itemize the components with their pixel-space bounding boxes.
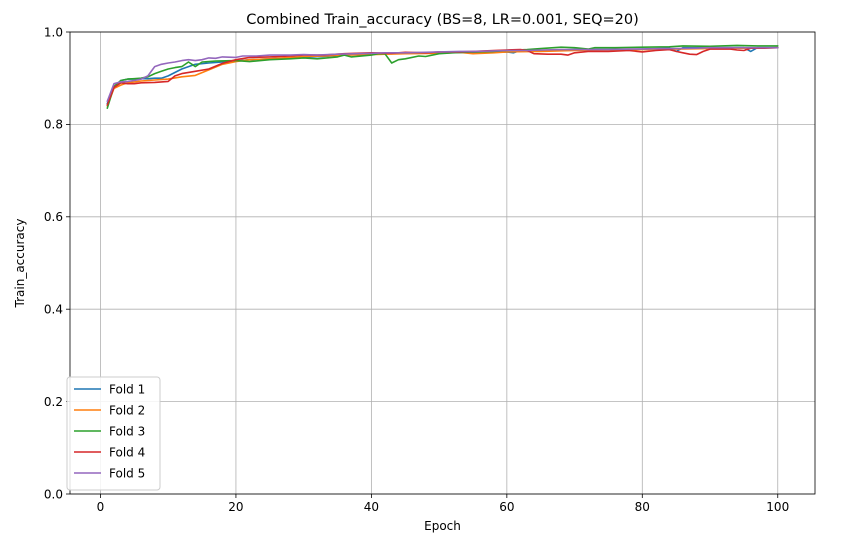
y-tick-label: 0.8 [44,118,63,132]
legend-label: Fold 3 [109,424,145,438]
x-axis-title: Epoch [424,519,461,533]
y-tick-label: 0.6 [44,210,63,224]
legend-box [66,376,161,491]
series-line-fold-3 [106,44,779,109]
y-tick-label: 0.2 [44,395,63,409]
y-tick-label: 1.0 [44,25,63,39]
series-line-fold-5 [106,46,779,103]
series-lines [106,44,779,109]
legend-label: Fold 4 [109,445,145,459]
x-tick-label: 100 [766,500,789,514]
legend-label: Fold 2 [109,403,145,417]
legend-label: Fold 5 [109,466,145,480]
y-axis-title: Train_accuracy [13,219,27,309]
y-tick-label: 0.4 [44,303,63,317]
y-tick-label: 0.0 [44,487,63,501]
axis-ticks: 0 20 40 60 80 100 0.0 0.2 0.4 0.6 0.8 1.0 [44,25,789,514]
x-tick-label: 80 [635,500,650,514]
chart-title: Combined Train_accuracy (BS=8, LR=0.001,… [246,12,639,28]
x-tick-label: 0 [97,500,105,514]
legend: Fold 1 Fold 2 Fold 3 Fold 4 Fold 5 [66,376,161,491]
legend-label: Fold 1 [109,382,145,396]
plot-frame [69,31,816,495]
x-tick-label: 40 [364,500,379,514]
x-tick-label: 20 [228,500,243,514]
x-tick-label: 60 [499,500,514,514]
